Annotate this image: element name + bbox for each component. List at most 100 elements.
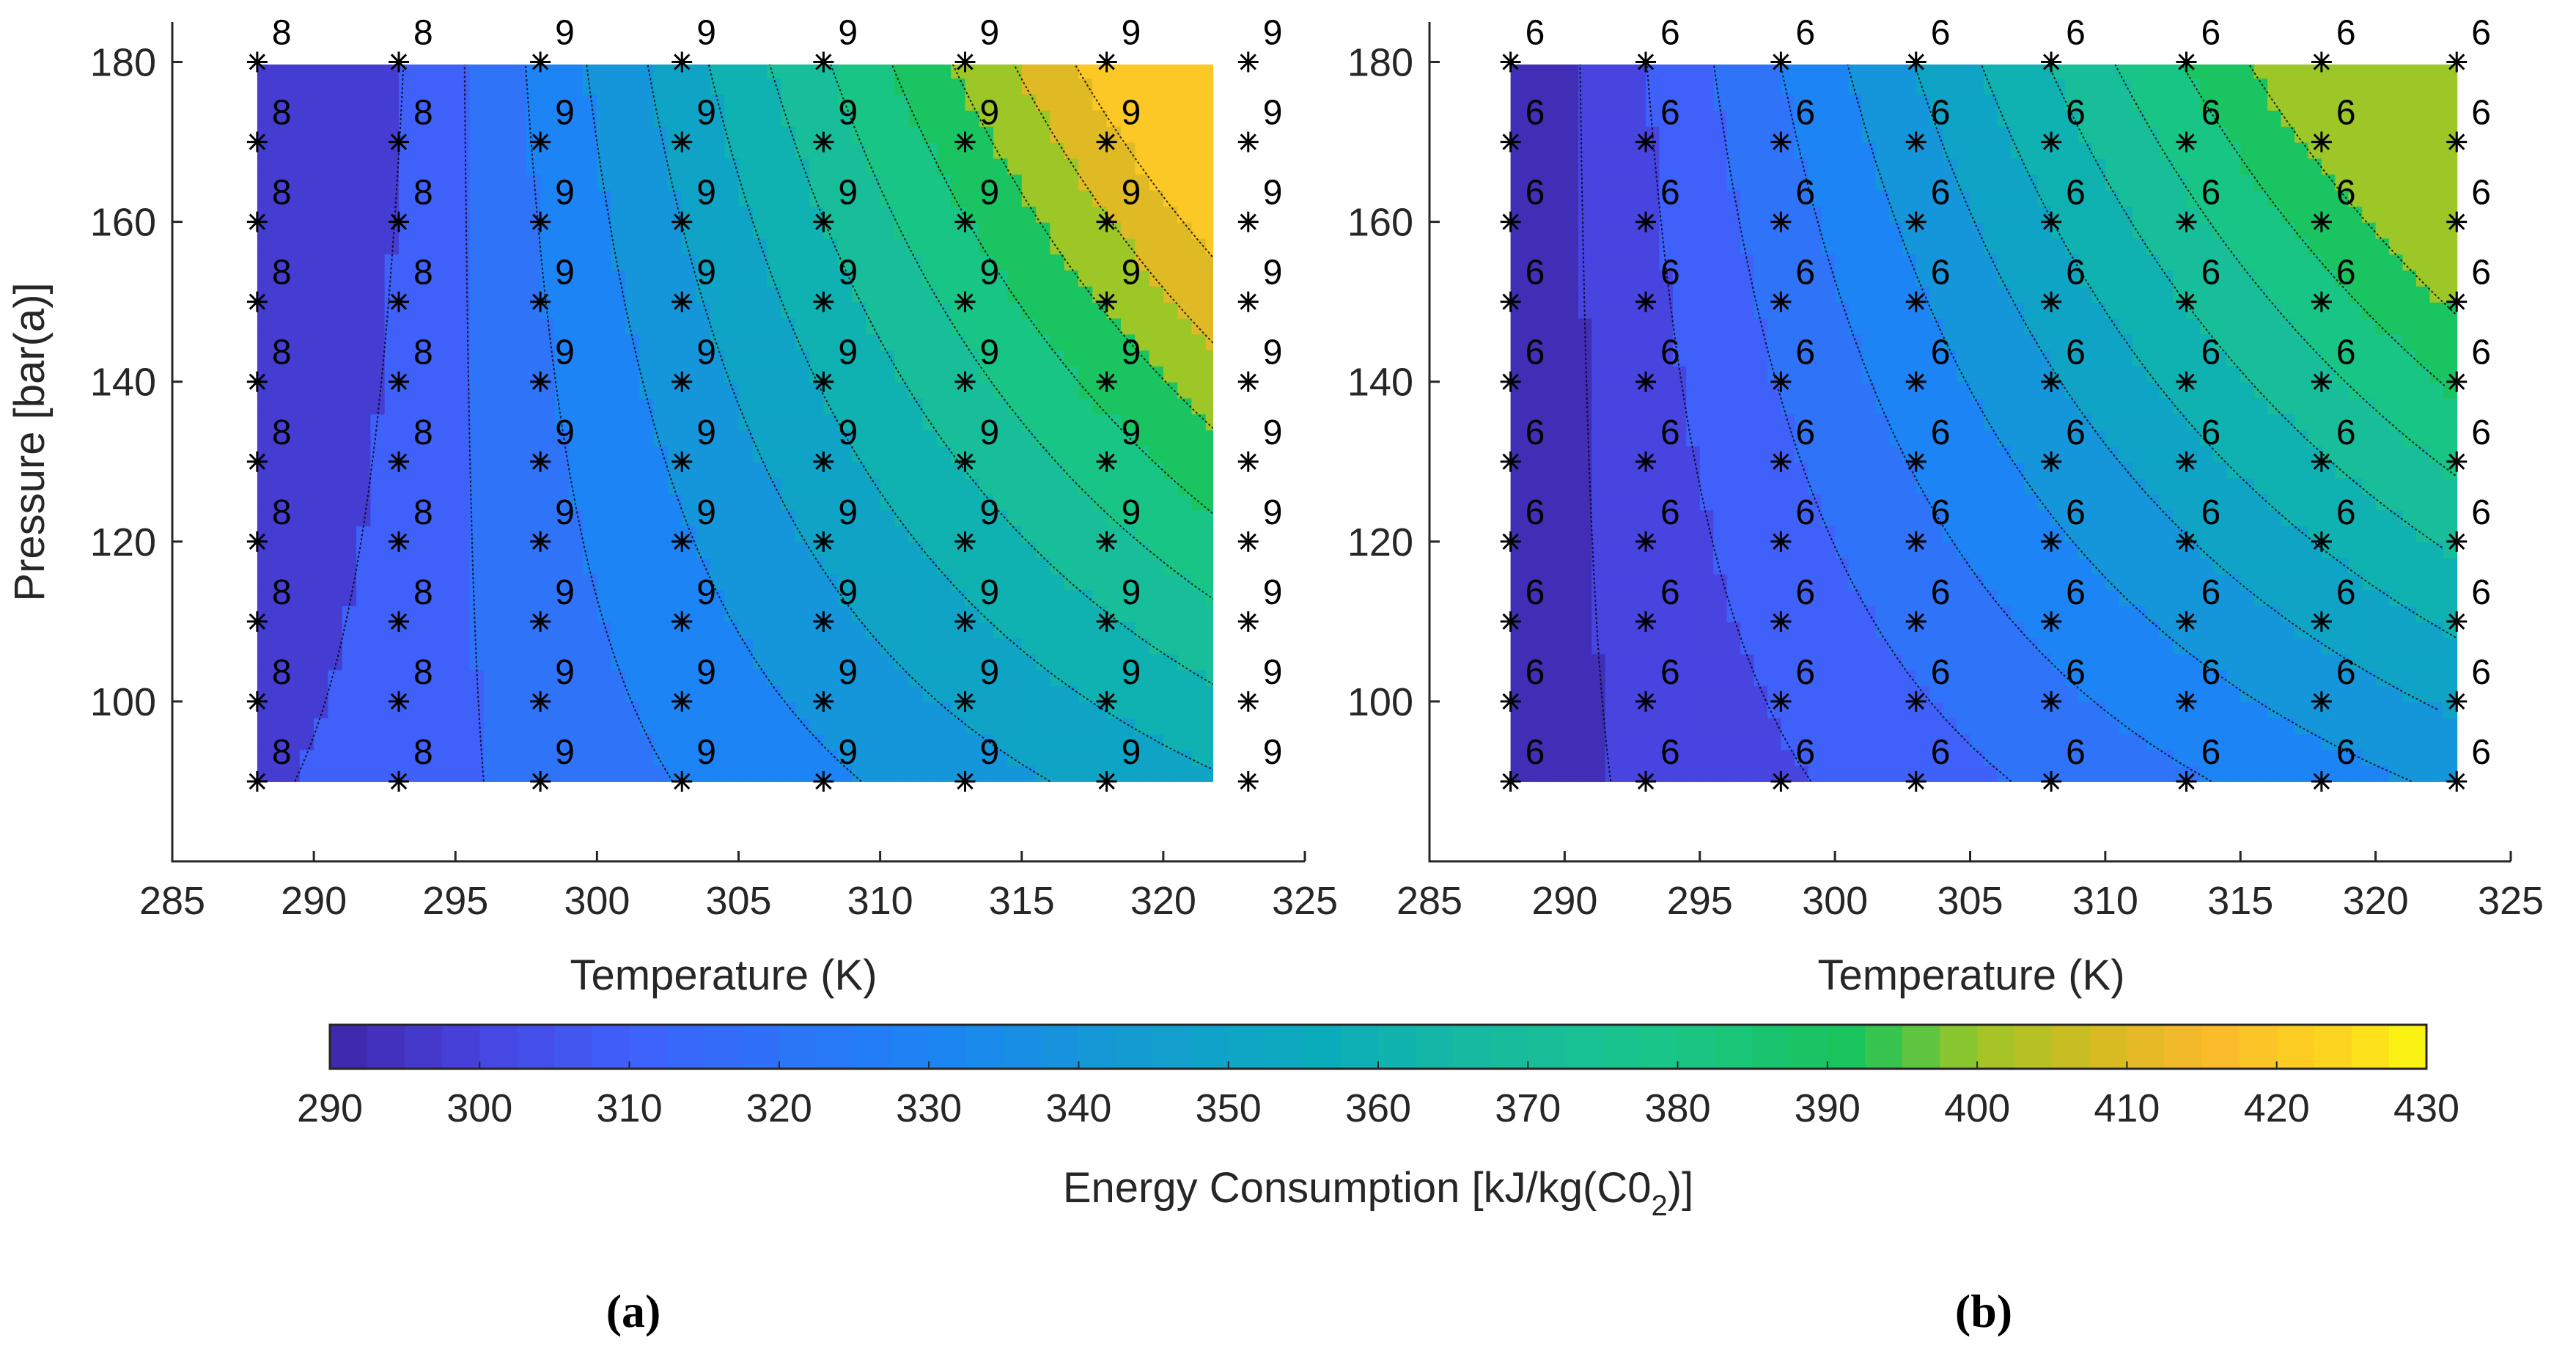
contour-cell — [951, 477, 966, 495]
contour-cell — [1808, 317, 1822, 335]
contour-cell — [710, 110, 726, 127]
contour-cell — [568, 541, 584, 559]
contour-line — [830, 65, 1213, 600]
contour-cell — [1177, 541, 1193, 559]
contour-cell — [455, 317, 471, 335]
contour-cell — [1036, 621, 1051, 638]
contour-cell — [1591, 238, 1606, 255]
contour-cell — [1605, 446, 1620, 463]
contour-cell — [1177, 413, 1193, 431]
contour-cell — [880, 270, 895, 287]
contour-cell — [1821, 334, 1836, 351]
x-tick-label: 300 — [564, 879, 630, 923]
contour-cell — [1205, 669, 1213, 687]
contour-cell — [710, 365, 726, 383]
contour-cell — [1794, 717, 1809, 735]
contour-cell — [1767, 110, 1782, 127]
contour-cell — [1672, 238, 1688, 255]
contour-cell — [271, 397, 287, 415]
contour-cell — [583, 717, 598, 735]
contour-cell — [427, 174, 442, 191]
contour-cell — [993, 701, 1009, 718]
contour-cell — [1970, 669, 1984, 687]
contour-cell — [979, 270, 995, 287]
contour-cell — [1943, 477, 1957, 495]
sample-point — [246, 51, 268, 73]
contour-cell — [1902, 238, 1917, 255]
contour-cell — [498, 749, 513, 767]
contour-cell — [1605, 221, 1620, 239]
contour-cell — [1686, 254, 1701, 270]
contour-cell — [1106, 509, 1122, 526]
contour-cell — [724, 573, 740, 591]
contour-cell — [1524, 749, 1539, 767]
contour-cell — [1699, 141, 1715, 159]
contour-cell — [1591, 461, 1606, 479]
contour-cell — [568, 334, 584, 351]
contour-cell — [639, 254, 655, 270]
contour-cell — [653, 717, 669, 735]
contour-cell — [894, 477, 910, 495]
contour-cell — [342, 685, 358, 702]
contour-cell — [568, 125, 584, 143]
contour-cell — [554, 174, 570, 191]
contour-cell — [540, 733, 556, 751]
contour-cell — [1835, 573, 1850, 591]
contour-cell — [299, 141, 315, 159]
contour-cell — [512, 270, 527, 287]
contour-cell — [611, 174, 626, 191]
contour-cell — [738, 605, 754, 622]
contour-cell — [1021, 381, 1037, 399]
contour-cell — [1106, 317, 1122, 335]
contour-cell — [866, 605, 881, 622]
contour-cell — [427, 350, 442, 367]
contour-cell — [979, 238, 995, 255]
contour-cell — [554, 701, 570, 718]
contour-cell — [1957, 158, 1971, 175]
contour-cell — [271, 621, 287, 638]
contour-cell — [498, 446, 513, 463]
contour-cell — [625, 270, 641, 287]
contour-cell — [852, 65, 867, 79]
contour-cell — [271, 526, 287, 542]
contour-cell — [710, 749, 726, 767]
contour-cell — [1943, 94, 1957, 111]
contour-cell — [1550, 509, 1566, 526]
contour-cell — [1177, 717, 1193, 735]
contour-cell — [993, 669, 1009, 687]
contour-cell — [653, 765, 669, 782]
contour-cell — [1862, 285, 1877, 303]
contour-cell — [540, 509, 556, 526]
contour-cell — [908, 254, 924, 270]
contour-cell — [682, 65, 697, 79]
contour-cell — [1929, 205, 1944, 223]
contour-cell — [1753, 477, 1768, 495]
contour-cell — [1659, 669, 1674, 687]
contour-cell — [880, 141, 895, 159]
contour-cell — [1888, 749, 1904, 767]
point-label: 9 — [696, 334, 716, 372]
sample-point — [954, 51, 976, 73]
contour-cell — [1835, 317, 1850, 335]
contour-cell — [384, 749, 400, 767]
contour-cell — [342, 526, 358, 542]
contour-cell — [1021, 701, 1037, 718]
contour-cell — [639, 397, 655, 415]
contour-cell — [1686, 477, 1701, 495]
contour-cell — [1983, 637, 1998, 655]
contour-cell — [752, 669, 768, 687]
contour-cell — [866, 765, 881, 782]
contour-cell — [1753, 301, 1768, 319]
contour-cell — [370, 413, 386, 431]
contour-cell — [512, 573, 527, 591]
contour-cell — [370, 589, 386, 606]
contour-cell — [965, 493, 980, 511]
contour-cell — [639, 158, 655, 175]
contour-cell — [1983, 254, 1998, 270]
contour-cell — [455, 141, 471, 159]
contour-cell — [1021, 541, 1037, 559]
contour-cell — [993, 526, 1009, 542]
contour-cell — [1537, 397, 1552, 415]
point-label: 8 — [413, 733, 433, 772]
contour-cell — [611, 621, 626, 638]
